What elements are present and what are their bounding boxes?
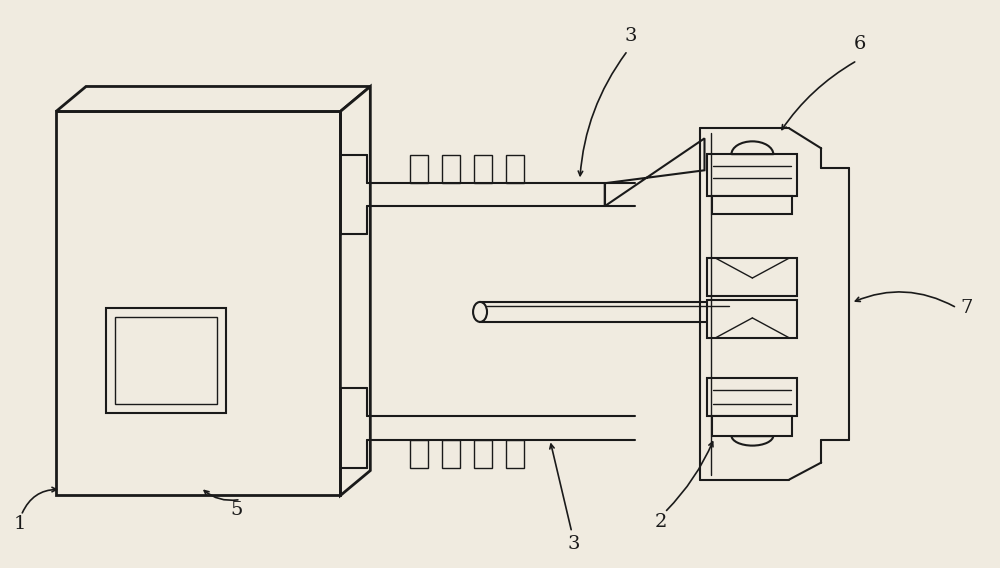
Bar [106, 308, 226, 413]
Text: 5: 5 [231, 502, 243, 519]
Bar [506, 440, 524, 467]
Bar [712, 196, 792, 214]
FancyArrowPatch shape [667, 442, 713, 511]
Bar [442, 155, 460, 183]
Bar [480, 302, 749, 322]
Polygon shape [605, 139, 704, 206]
Bar [115, 317, 217, 404]
Bar [707, 300, 797, 338]
Polygon shape [56, 86, 370, 111]
Bar [707, 378, 797, 416]
Bar [474, 155, 492, 183]
Bar [474, 440, 492, 467]
Text: 1: 1 [13, 515, 26, 533]
Bar [506, 155, 524, 183]
FancyArrowPatch shape [550, 444, 571, 530]
Bar [707, 258, 797, 296]
Bar [56, 111, 340, 495]
Text: 3: 3 [568, 536, 580, 553]
Bar [410, 155, 428, 183]
FancyArrowPatch shape [204, 491, 238, 500]
FancyArrowPatch shape [782, 62, 855, 130]
Bar [707, 154, 797, 196]
FancyArrowPatch shape [578, 53, 626, 176]
FancyArrowPatch shape [22, 487, 56, 513]
Bar [442, 440, 460, 467]
Bar [410, 440, 428, 467]
Text: 3: 3 [625, 27, 637, 45]
Ellipse shape [473, 302, 487, 322]
FancyArrowPatch shape [855, 292, 954, 307]
Text: 7: 7 [961, 299, 973, 317]
Bar [712, 416, 792, 436]
Text: 6: 6 [854, 35, 867, 53]
Text: 2: 2 [655, 513, 667, 532]
Polygon shape [340, 86, 370, 495]
